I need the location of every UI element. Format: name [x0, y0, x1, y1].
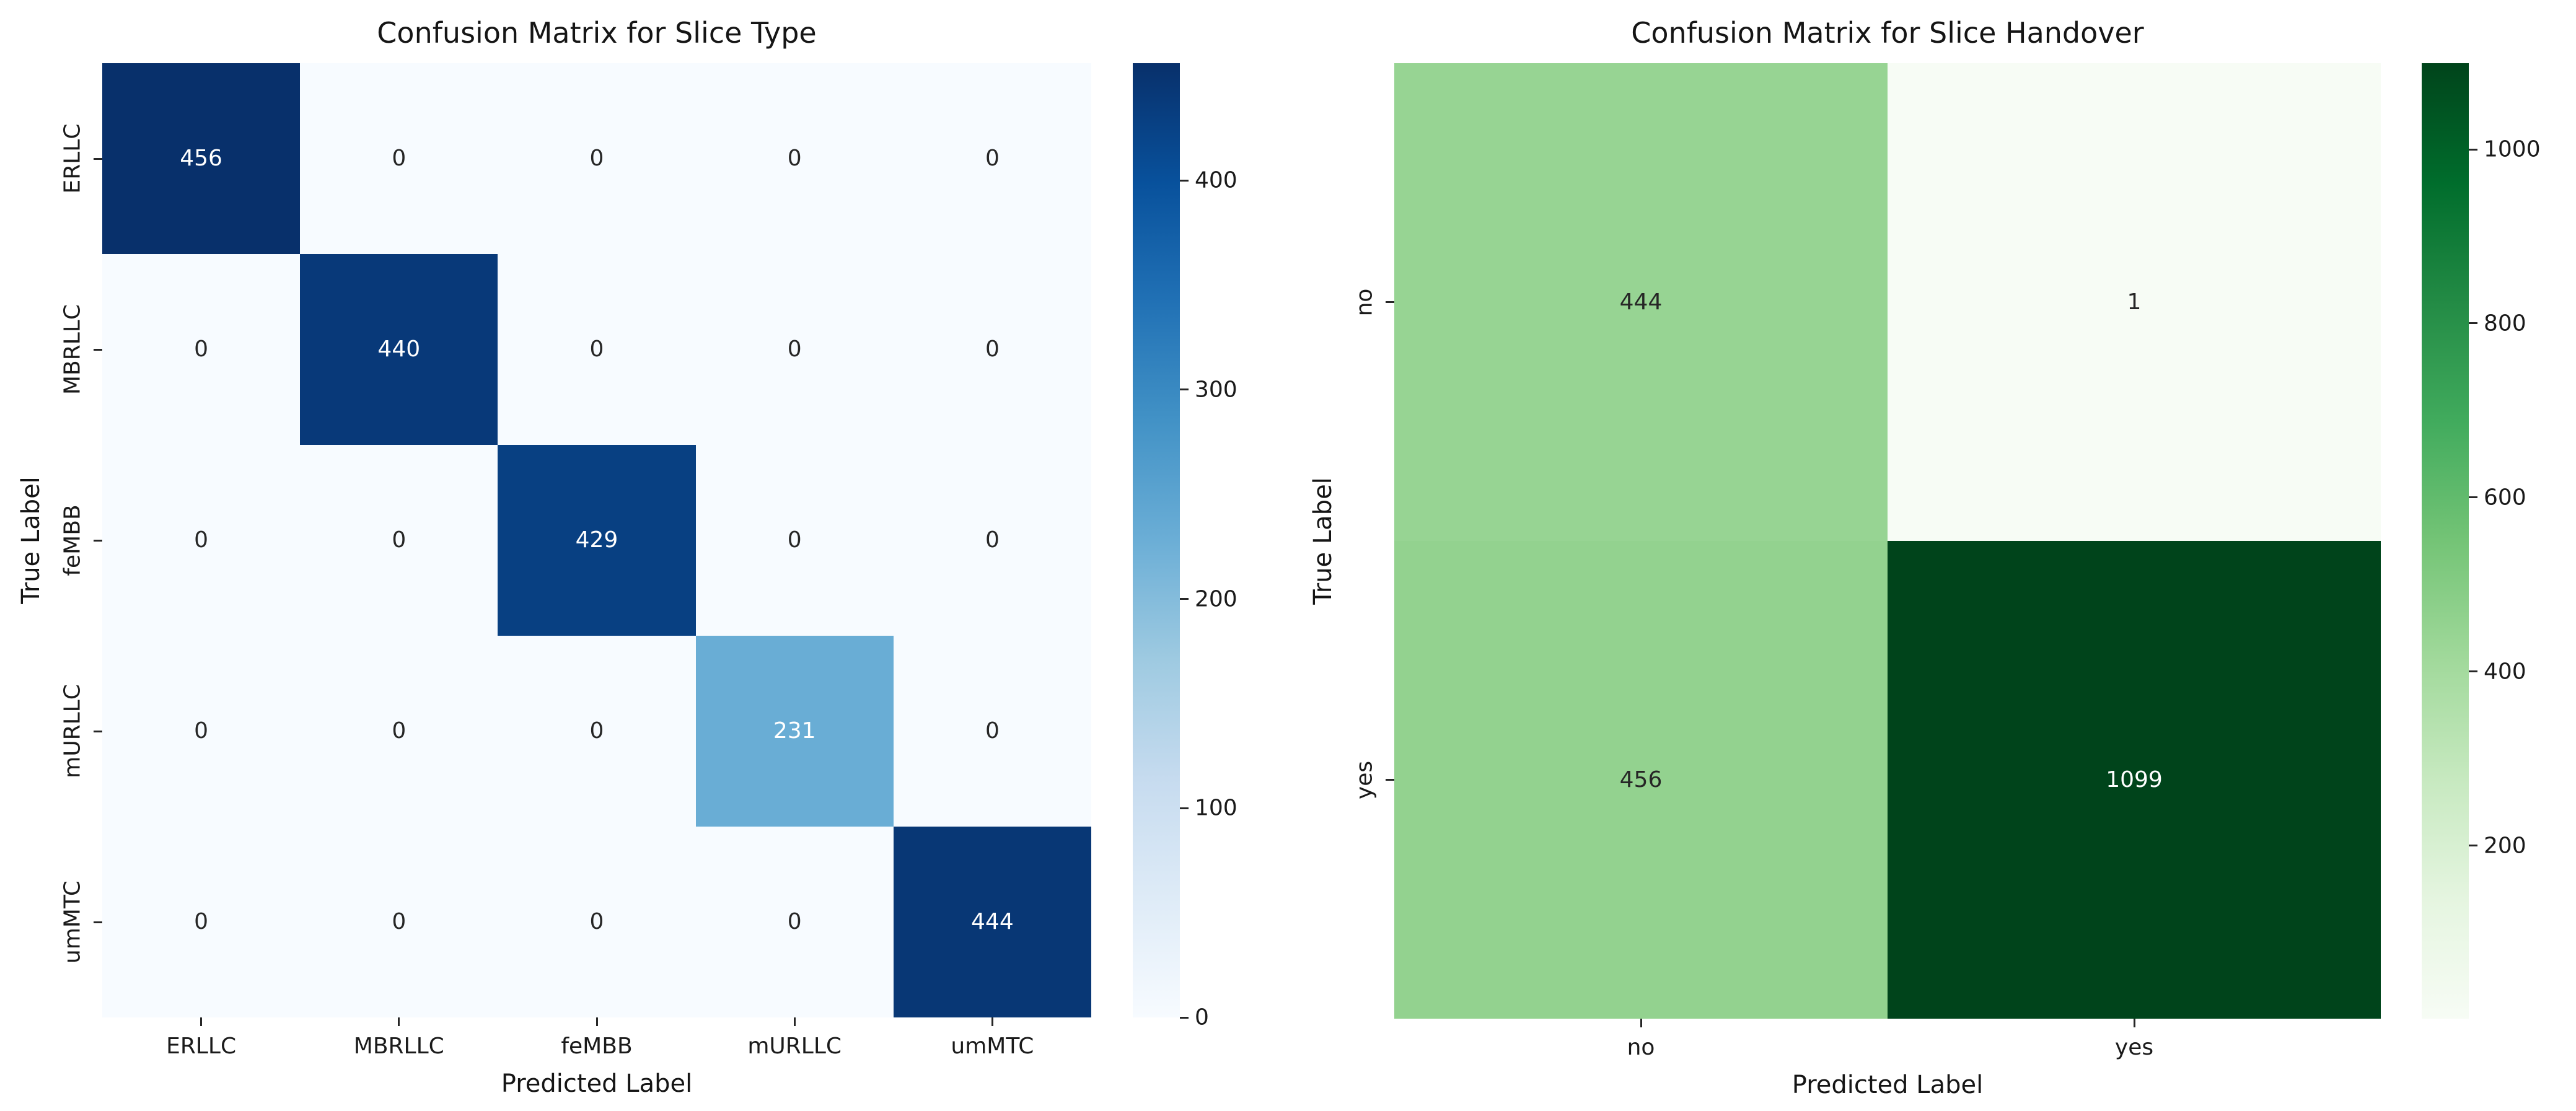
slice-type-heatmap-plot: Confusion Matrix for Slice Type True Lab…	[17, 16, 1091, 1098]
colorbar-gradient	[1133, 63, 1180, 1017]
y-tick-mark	[94, 730, 102, 732]
colorbar-tick-label: 400	[1195, 167, 1237, 193]
x-tick-label: yes	[2114, 1035, 2154, 1060]
heatmap-cell: 0	[498, 636, 696, 827]
colorbar-tick-label: 100	[1195, 795, 1237, 821]
colorbar-tick-mark	[1180, 389, 1189, 391]
y-tick-mark	[1386, 301, 1394, 303]
colorbar-tick-mark	[2469, 670, 2477, 673]
heatmap-grid: 444 1 456 1099 no yes no yes	[1352, 63, 2381, 1060]
heatmap-cell: 0	[498, 827, 696, 1017]
x-tick-mark	[1640, 1019, 1642, 1027]
x-tick-label: no	[1627, 1035, 1655, 1060]
y-tick-mark	[94, 921, 102, 923]
colorbar-tick-mark	[2469, 845, 2477, 847]
heatmap-cell: 0	[102, 254, 301, 445]
x-tick-mark	[596, 1017, 598, 1026]
heatmap-cell: 0	[893, 254, 1091, 445]
colorbar-tick-mark	[1180, 598, 1189, 600]
x-axis-label: Predicted Label	[1791, 1071, 1984, 1099]
x-tick-label: ERLLC	[166, 1034, 237, 1059]
colorbar-tick-mark	[1180, 807, 1189, 809]
y-axis-label: True Label	[17, 476, 45, 604]
x-tick-mark	[398, 1017, 400, 1026]
y-tick-label: umMTC	[59, 880, 86, 964]
colorbar-tick-label: 400	[2484, 659, 2526, 685]
heatmap-cell: 456	[1394, 541, 1888, 1019]
heatmap-cell: 440	[300, 254, 498, 445]
colorbar-tick-label: 200	[1195, 586, 1237, 612]
heatmap-cell: 0	[695, 254, 894, 445]
x-axis-label: Predicted Label	[501, 1069, 693, 1098]
x-tick-mark	[793, 1017, 796, 1026]
heatmap-cell: 0	[300, 636, 498, 827]
colorbar-tick-mark	[2469, 322, 2477, 325]
x-tick-mark	[200, 1017, 203, 1026]
x-tick-label: feMBB	[561, 1034, 633, 1059]
x-tick-mark	[991, 1017, 993, 1026]
colorbar-tick-mark	[2469, 148, 2477, 151]
heatmap-cell: 0	[300, 63, 498, 254]
heatmap-cell: 0	[695, 827, 894, 1017]
colorbar-tick-mark	[1180, 179, 1189, 182]
colorbar-tick-mark	[2469, 496, 2477, 499]
colorbar-gradient	[2422, 63, 2469, 1019]
colorbar-tick-mark	[1180, 1016, 1189, 1019]
x-tick-label: umMTC	[951, 1034, 1034, 1059]
heatmap-cell: 0	[893, 63, 1091, 254]
chart-title: Confusion Matrix for Slice Type	[377, 16, 817, 50]
y-tick-mark	[94, 157, 102, 160]
heatmap-cell: 1	[1888, 63, 2381, 541]
heatmap-cell: 0	[102, 827, 301, 1017]
y-tick-mark	[94, 348, 102, 351]
heatmap-cell: 0	[695, 63, 894, 254]
y-tick-mark	[94, 539, 102, 542]
heatmap-cell: 0	[498, 254, 696, 445]
heatmap-cell: 0	[300, 445, 498, 636]
colorbar-tick-label: 200	[2484, 833, 2526, 859]
x-tick-mark	[2133, 1019, 2135, 1027]
heatmap-cell: 444	[1394, 63, 1888, 541]
heatmap-cell: 0	[102, 445, 301, 636]
heatmap-cell: 444	[893, 827, 1091, 1017]
chart-title: Confusion Matrix for Slice Handover	[1631, 16, 2144, 50]
heatmap-cell: 0	[102, 636, 301, 827]
y-tick-label: ERLLC	[59, 123, 86, 194]
heatmap-cell: 0	[300, 827, 498, 1017]
slice-handover-heatmap-plot: Confusion Matrix for Slice Handover True…	[1309, 16, 2381, 1099]
colorbar-tick-label: 300	[1195, 377, 1237, 403]
heatmap-cell: 1099	[1888, 541, 2381, 1019]
colorbar-slice-type: 0 100 200 300 400	[1133, 63, 1237, 1030]
heatmap-cell: 0	[893, 636, 1091, 827]
heatmap-grid: 456 0 0 0 0 0 440 0 0 0 0 0 429 0 0 0 0 0 231 0 0 0 0 0 444 ERLLC…	[60, 63, 1091, 1059]
colorbar-tick-label: 800	[2484, 310, 2526, 336]
heatmap-cell: 231	[695, 636, 894, 827]
x-tick-label: mURLLC	[747, 1034, 842, 1059]
colorbar-slice-handover: 200 400 600 800 1000	[2422, 63, 2541, 1019]
x-tick-label: MBRLLC	[353, 1034, 444, 1059]
heatmap-cell: 456	[102, 63, 301, 254]
heatmap-cell: 0	[695, 445, 894, 636]
y-tick-label: feMBB	[59, 504, 86, 576]
colorbar-tick-label: 0	[1195, 1004, 1209, 1030]
y-tick-mark	[1386, 779, 1394, 781]
colorbar-tick-label: 1000	[2484, 136, 2541, 162]
y-axis-label: True Label	[1309, 477, 1337, 605]
y-tick-label: MBRLLC	[59, 304, 86, 395]
heatmap-cell: 0	[498, 63, 696, 254]
heatmap-cell: 0	[893, 445, 1091, 636]
y-tick-label: yes	[1352, 760, 1378, 799]
colorbar-tick-label: 600	[2484, 485, 2526, 511]
y-tick-label: mURLLC	[59, 684, 86, 778]
y-tick-label: no	[1352, 288, 1378, 316]
heatmap-cell: 429	[498, 445, 696, 636]
